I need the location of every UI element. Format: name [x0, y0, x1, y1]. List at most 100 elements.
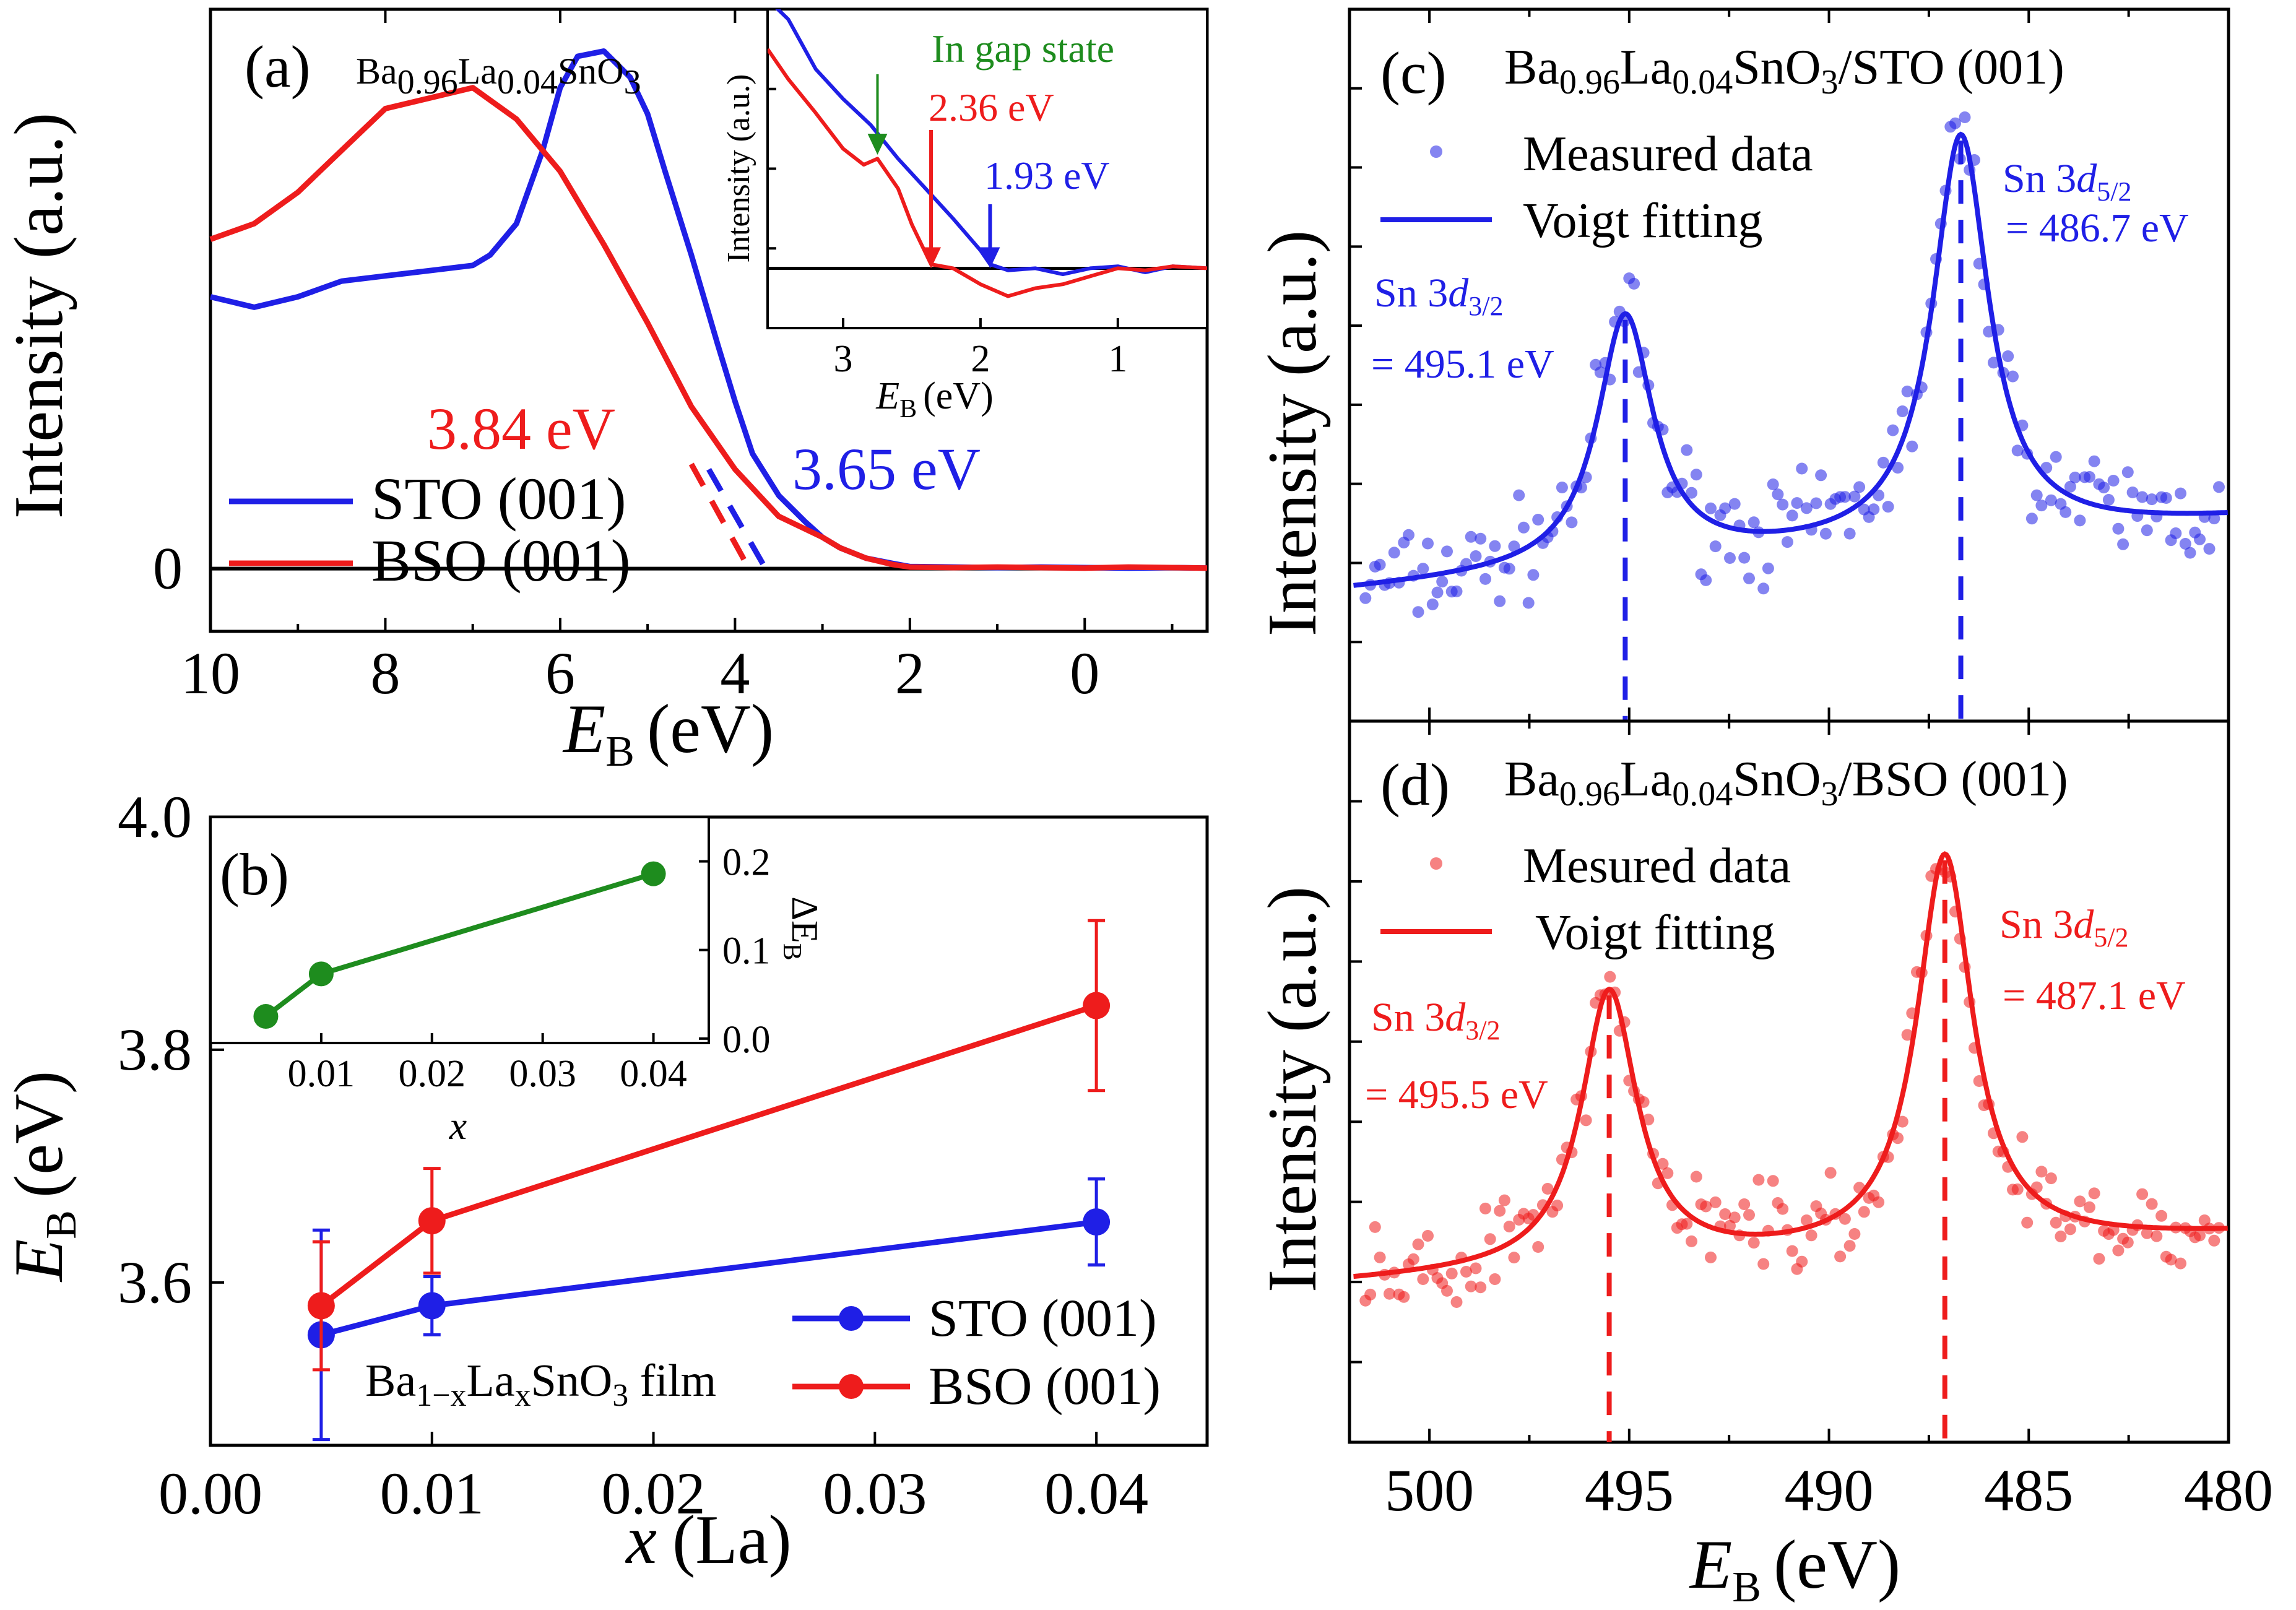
- d-measured-point: [1705, 1251, 1717, 1263]
- d-xtick-label: 500: [1385, 1457, 1474, 1523]
- c-measured-point: [1374, 558, 1386, 571]
- a-xtick-label: 10: [181, 640, 240, 706]
- b-xtick-label: 0.02: [602, 1460, 706, 1526]
- d-measured-point: [1532, 1241, 1544, 1253]
- d-measured-point: [1541, 1183, 1554, 1195]
- c-measured-point: [1728, 498, 1741, 510]
- d-measured-point: [1757, 1258, 1770, 1270]
- b-xtick-label: 0.01: [380, 1460, 484, 1526]
- a-xtick-label: 6: [545, 640, 575, 706]
- formula-part-3: 0.04: [1672, 775, 1733, 813]
- c-measured-point: [2112, 522, 2125, 535]
- arrow-in-gap-state-head: [867, 134, 888, 155]
- d-measured-point: [1690, 1171, 1702, 1183]
- c-measured-point: [2045, 494, 2057, 506]
- c-measured-point: [2126, 487, 2139, 498]
- c-measured-point: [1532, 514, 1544, 526]
- b-xlabel-main: x: [625, 1502, 657, 1578]
- c-measured-point: [2141, 524, 2153, 537]
- c-measured-point: [1791, 497, 1803, 509]
- d-measured-point: [1743, 1209, 1755, 1221]
- c-measured-point: [1839, 491, 1851, 503]
- b-point-bso: [418, 1207, 446, 1235]
- c-measured-point: [2208, 513, 2220, 525]
- c-measured-point: [1431, 586, 1444, 599]
- c-measured-point: [1988, 357, 1999, 369]
- d-measured-point: [1896, 1115, 1908, 1128]
- d-xtick-label: 480: [2184, 1457, 2273, 1523]
- d-measured-point: [2155, 1210, 2168, 1222]
- d-measured-point: [1800, 1214, 1813, 1226]
- c-measured-point: [2083, 471, 2095, 483]
- c-measured-point: [1441, 545, 1453, 558]
- d-measured-point: [1752, 1174, 1765, 1186]
- formula-part-6: film: [628, 1356, 716, 1406]
- a-series-bso-line: [209, 85, 1208, 571]
- c-measured-point: [1566, 516, 1578, 529]
- pc1-ital: d: [2076, 156, 2097, 201]
- panel-a-legend: STO (001) BSO (001): [229, 465, 631, 594]
- c-measured-point: [1777, 498, 1789, 511]
- c-measured-point: [2025, 513, 2038, 525]
- d-measured-point: [2146, 1198, 2158, 1210]
- c-measured-point: [2203, 543, 2216, 555]
- panel-a-inset: 3 2 1 Intensity (a.u.) EB (eV) In gap state…: [721, 8, 1208, 423]
- panel-d-y-axis-label: Intensity (a.u.): [1254, 886, 1331, 1292]
- b-point-bso: [1083, 992, 1111, 1019]
- inset-a-frame: [766, 8, 1208, 329]
- c-measured-point: [1508, 540, 1520, 553]
- d-measured-point: [1642, 1114, 1655, 1126]
- d-measured-point: [1661, 1167, 1674, 1179]
- annotation-3-84-ev: 3.84 eV: [427, 396, 615, 462]
- c-measured-point: [1815, 469, 1827, 482]
- pc1-sub: 5/2: [2097, 176, 2131, 207]
- arrow-1-93-ev-head: [980, 247, 1000, 269]
- c-measured-point: [2117, 538, 2129, 550]
- d-measured-point: [1445, 1267, 1458, 1279]
- d-measured-point: [1384, 1288, 1395, 1300]
- peak-d-3d52-value: = 487.1 eV: [2003, 973, 2186, 1018]
- c-measured-point: [1906, 440, 1918, 452]
- panel-d: 500 495 490 485 480 (d) Ba0.96La0.04SnO3/BSO…: [1254, 719, 2273, 1610]
- a-xtick-label: 4: [720, 640, 750, 706]
- peak-d-3d32-label: Sn 3d3/2: [1371, 995, 1500, 1045]
- formula-part-1: 0.96: [1559, 775, 1620, 813]
- peak-c-3d52-value: = 486.7 eV: [2006, 206, 2189, 251]
- peak-c-3d52-label: Sn 3d5/2: [2003, 156, 2131, 207]
- formula-part-5: 3: [624, 63, 641, 102]
- c-measured-point: [2184, 547, 2196, 559]
- d-measured-point: [1551, 1200, 1564, 1211]
- d-xtick-label: 495: [1585, 1457, 1674, 1523]
- c-measured-point: [2035, 500, 2048, 512]
- c-measured-point: [2011, 444, 2024, 457]
- legend-d-data-label: Mesured data: [1523, 839, 1791, 893]
- d-xlabel-main: E: [1689, 1526, 1732, 1603]
- legend-b-sto-label: STO (001): [929, 1288, 1157, 1348]
- c-measured-point: [2107, 475, 2120, 487]
- d-measured-point: [2016, 1131, 2029, 1143]
- c-measured-point: [1901, 385, 1913, 397]
- c-measured-point: [1417, 563, 1429, 575]
- d-measured-point: [1901, 1029, 1913, 1041]
- formula-part-4: SnO: [1733, 40, 1821, 95]
- c-measured-point: [1843, 527, 1856, 540]
- formula-part-1: 0.96: [1559, 63, 1620, 102]
- d-measured-point: [1848, 1228, 1861, 1240]
- c-measured-point: [2102, 494, 2115, 506]
- ai-xtick-label: 3: [834, 338, 853, 380]
- c-measured-point: [1403, 529, 1414, 541]
- formula-part-3: 0.04: [497, 63, 558, 102]
- panel-c-formula: Ba0.96La0.04SnO3/STO (001): [1504, 40, 2064, 102]
- a-xlabel-unit: (eV): [647, 691, 774, 768]
- bi-ytick-label: 0.2: [722, 842, 771, 884]
- d-measured-point: [1369, 1221, 1381, 1233]
- d-measured-point: [1748, 1237, 1760, 1249]
- d-measured-point: [1417, 1273, 1429, 1285]
- d-measured-point: [1407, 1253, 1419, 1265]
- b-series-bso-line: [319, 1003, 1098, 1308]
- d-measured-point: [2175, 1257, 2186, 1270]
- c-measured-point: [2007, 370, 2019, 383]
- d-measured-point: [2035, 1166, 2048, 1178]
- d-voigt-fit-line: [1353, 851, 2228, 1279]
